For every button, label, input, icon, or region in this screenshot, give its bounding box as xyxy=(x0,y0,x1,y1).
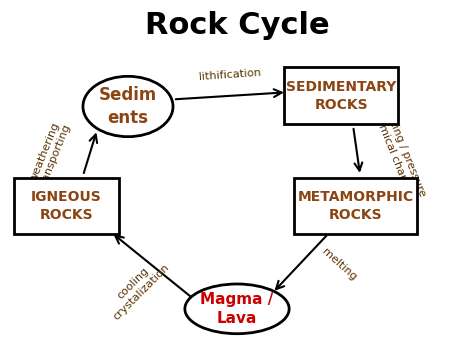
FancyBboxPatch shape xyxy=(294,178,417,234)
Text: Rock Cycle: Rock Cycle xyxy=(145,11,329,40)
Text: Sedim
ents: Sedim ents xyxy=(99,86,157,127)
Ellipse shape xyxy=(83,76,173,137)
Text: SEDIMENTARY
ROCKS: SEDIMENTARY ROCKS xyxy=(286,80,396,111)
Text: heating / pressure
chemical changes: heating / pressure chemical changes xyxy=(369,100,427,202)
Text: melting: melting xyxy=(320,246,358,283)
Text: lithification: lithification xyxy=(199,67,261,82)
FancyBboxPatch shape xyxy=(284,67,398,124)
Text: Magma /
Lava: Magma / Lava xyxy=(201,292,273,326)
Text: METAMORPHIC
ROCKS: METAMORPHIC ROCKS xyxy=(298,190,413,222)
Text: weathering
transporting: weathering transporting xyxy=(27,119,73,190)
Text: IGNEOUS
ROCKS: IGNEOUS ROCKS xyxy=(31,190,102,222)
Ellipse shape xyxy=(185,284,289,334)
FancyBboxPatch shape xyxy=(14,178,118,234)
Text: cooling
crystalization: cooling crystalization xyxy=(103,253,172,322)
